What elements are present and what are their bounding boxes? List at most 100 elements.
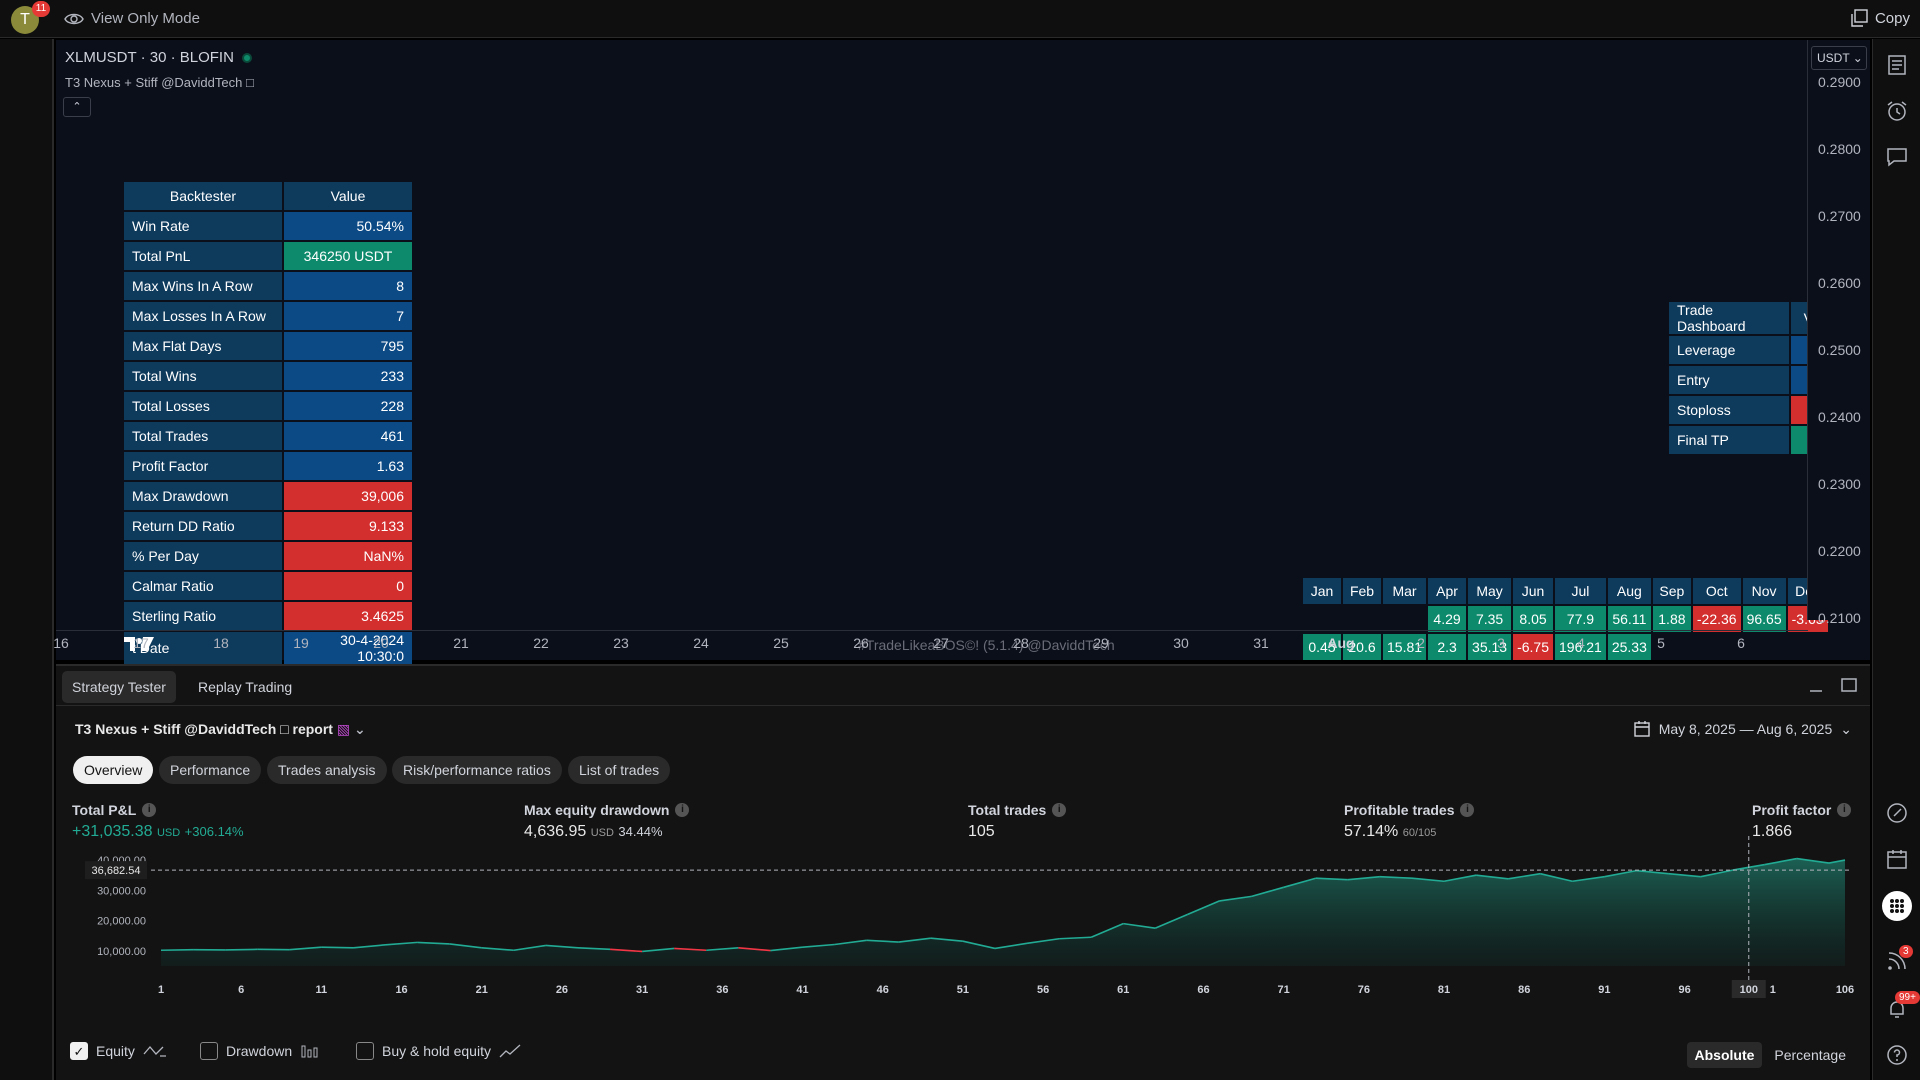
x-axis-tick-label: 26 — [556, 984, 568, 996]
monthly-return-cell: 2.3 — [1428, 634, 1467, 660]
info-icon[interactable]: i — [142, 803, 157, 817]
monthly-return-cell: -22.36 — [1692, 606, 1741, 632]
backtester-row-label: Total Trades — [124, 422, 282, 450]
x-axis-tick-label: 106 — [1836, 984, 1854, 996]
monthly-header-row: JanFebMarAprMayJunJulAugSepOctNovDec — [1303, 578, 1828, 604]
monthly-return-cell: 1.88 — [1652, 606, 1691, 632]
chevron-down-icon: ⌄ — [1840, 720, 1852, 737]
crosshair-x-box — [1731, 980, 1766, 998]
backtester-row-value: 8 — [284, 272, 412, 300]
backtester-row-label: Return DD Ratio — [124, 512, 282, 540]
info-icon[interactable]: i — [675, 803, 690, 817]
symbol-title[interactable]: XLMUSDT · 30 · BLOFIN — [65, 49, 252, 66]
currency-selector[interactable]: USDT ⌄ — [1811, 46, 1867, 70]
equity-line-segment — [1411, 877, 1445, 883]
chat-icon[interactable] — [1885, 145, 1909, 169]
equity-line-segment — [1283, 877, 1316, 889]
backtester-row: Max Losses In A Row 7 — [124, 302, 412, 330]
info-icon[interactable]: i — [1837, 803, 1852, 817]
backtester-row: Profit Factor 1.63 — [124, 452, 412, 480]
equity-chart[interactable]: 40,000.0030,000.0020,000.0010,000.0036,6… — [56, 836, 1870, 1036]
maximize-icon[interactable] — [1840, 676, 1858, 694]
view-only-mode[interactable]: View Only Mode — [64, 10, 200, 27]
price-axis[interactable]: 0.2900 0.2800 0.2700 0.2600 0.2500 0.2400 0.23… — [1807, 40, 1870, 626]
x-axis-tick-label: 41 — [796, 984, 808, 996]
percentage-button[interactable]: Percentage — [1774, 1047, 1846, 1063]
backtester-row-value: 50.54% — [284, 212, 412, 240]
chart-pane[interactable]: XLMUSDT · 30 · BLOFIN T3 Nexus + Stiff @… — [56, 40, 1870, 664]
tab-replay-trading[interactable]: Replay Trading — [198, 679, 293, 695]
trade-dashboard-header-label: Trade Dashboard — [1669, 302, 1789, 334]
report-title[interactable]: T3 Nexus + Stiff @DaviddTech □ report ▧ … — [75, 721, 366, 738]
tab-strategy-tester[interactable]: Strategy Tester — [62, 671, 176, 703]
info-icon[interactable]: i — [1460, 803, 1475, 817]
metric-label: Total trades — [968, 802, 1047, 818]
month-header: Feb — [1343, 578, 1381, 604]
equity-line-segment — [449, 943, 482, 949]
y-axis-tick-label: 30,000.00 — [97, 885, 146, 897]
equity-line-segment — [994, 942, 1028, 950]
date-range-selector[interactable]: May 8, 2025 — Aug 6, 2025 ⌄ — [1633, 720, 1852, 738]
report-calendar-icon: ▧ — [336, 721, 351, 737]
backtester-row-label: Win Rate — [124, 212, 282, 240]
calendar-icon[interactable] — [1885, 847, 1909, 871]
monthly-return-cell: 196.21 — [1555, 634, 1606, 660]
checkbox-checked[interactable]: ✓ — [70, 1042, 88, 1060]
equity-line-segment — [642, 947, 675, 953]
apps-grid-icon[interactable] — [1882, 891, 1912, 921]
metric-label: Profit factor — [1752, 802, 1832, 818]
minimize-icon[interactable] — [1808, 678, 1824, 694]
left-toolbar — [0, 39, 54, 1080]
backtester-row-label: Max Drawdown — [124, 482, 282, 510]
legend-buy-hold[interactable]: Buy & hold equity — [356, 1042, 521, 1060]
x-axis-tick-label: 86 — [1518, 984, 1530, 996]
copy-button[interactable]: Copy — [1850, 9, 1910, 27]
subtab-trades-analysis[interactable]: Trades analysis — [267, 756, 387, 784]
equity-line-segment — [1796, 857, 1830, 864]
absolute-button[interactable]: Absolute — [1686, 1042, 1763, 1068]
alarm-clock-icon[interactable] — [1885, 99, 1909, 123]
checkbox-unchecked[interactable] — [200, 1042, 218, 1060]
price-axis-label: 0.2100 — [1818, 610, 1861, 626]
backtester-row-label: Max Flat Days — [124, 332, 282, 360]
monthly-return-cell: 56.11 — [1607, 606, 1651, 632]
subtab-overview[interactable]: Overview — [73, 756, 154, 784]
backtester-row-label: Total Losses — [124, 392, 282, 420]
compass-icon[interactable] — [1885, 801, 1909, 825]
x-axis-tick-label: 11 — [316, 984, 328, 996]
trend-line-icon — [499, 1044, 521, 1058]
time-axis-label: 31 — [1253, 635, 1269, 651]
monthly-return-cell: 25.33 — [1607, 634, 1651, 660]
subtab-performance[interactable]: Performance — [159, 756, 262, 784]
checkbox-unchecked[interactable] — [356, 1042, 374, 1060]
backtester-row: Total PnL 346250 USDT — [124, 242, 412, 270]
help-icon[interactable] — [1885, 1043, 1909, 1067]
equity-line-segment — [545, 944, 579, 949]
time-axis[interactable]: 16 17 18 19 20 21 22 23 24 25 26 27 28 29 30 31 Aug 2 3 4 5 6 — [53, 630, 1808, 658]
equity-line-segment — [385, 941, 418, 946]
backtester-table: Backtester Value Win Rate 50.54% Total PnL 3… — [122, 180, 414, 666]
total-pnl-percent: +306.14% — [184, 824, 244, 839]
equity-line-segment — [1636, 869, 1669, 875]
x-axis-tick-label: 46 — [877, 984, 889, 996]
collapse-indicators-button[interactable]: ⌃ — [63, 97, 91, 117]
backtester-row-value: 1.63 — [284, 452, 412, 480]
equity-line-segment — [481, 947, 514, 952]
legend-drawdown-label: Drawdown — [226, 1043, 293, 1059]
legend-drawdown[interactable]: Drawdown — [200, 1042, 320, 1060]
feed-icon[interactable] — [1885, 949, 1909, 973]
monthly-return-cell — [1383, 606, 1426, 632]
monthly-return-cell: 77.9 — [1555, 606, 1606, 632]
price-axis-label: 0.2200 — [1818, 543, 1861, 559]
subtab-risk-performance-ratios[interactable]: Risk/performance ratios — [392, 756, 562, 784]
monthly-return-cell: 96.65 — [1742, 606, 1786, 632]
watchlist-icon[interactable] — [1885, 53, 1909, 77]
subtab-list-of-trades[interactable]: List of trades — [568, 756, 671, 784]
x-axis-tick-label: 56 — [1037, 984, 1049, 996]
equity-line-segment — [353, 944, 386, 949]
equity-line-segment — [1476, 874, 1509, 880]
info-icon[interactable]: i — [1052, 803, 1067, 817]
time-axis-label: 4 — [1577, 635, 1585, 651]
indicator-name[interactable]: T3 Nexus + Stiff @DaviddTech □ — [65, 75, 254, 90]
legend-equity[interactable]: ✓ Equity — [70, 1042, 167, 1060]
